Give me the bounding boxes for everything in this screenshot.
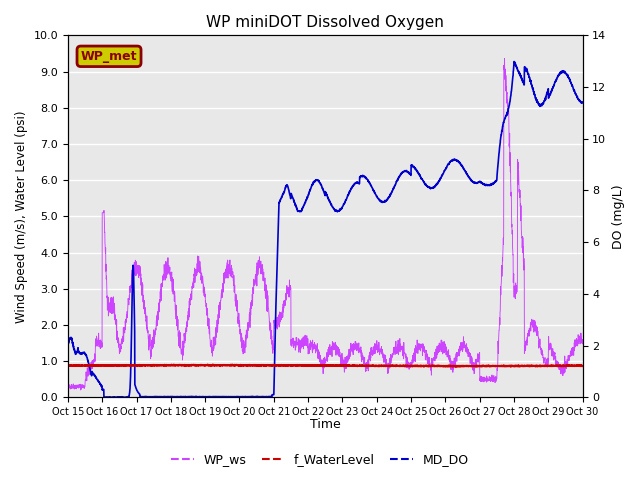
Y-axis label: DO (mg/L): DO (mg/L): [612, 184, 625, 249]
Title: WP miniDOT Dissolved Oxygen: WP miniDOT Dissolved Oxygen: [206, 15, 444, 30]
Text: WP_met: WP_met: [81, 50, 137, 63]
Y-axis label: Wind Speed (m/s), Water Level (psi): Wind Speed (m/s), Water Level (psi): [15, 110, 28, 323]
Legend: WP_ws, f_WaterLevel, MD_DO: WP_ws, f_WaterLevel, MD_DO: [166, 448, 474, 471]
X-axis label: Time: Time: [310, 419, 340, 432]
